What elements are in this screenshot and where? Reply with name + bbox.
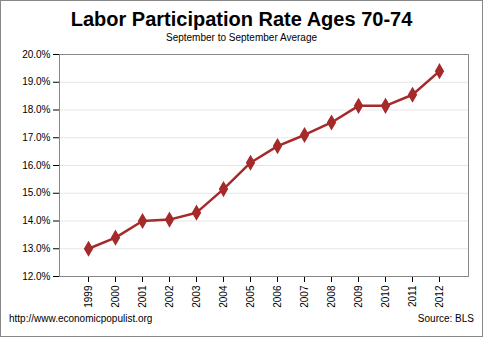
svg-text:18.0%: 18.0% xyxy=(22,104,50,115)
svg-text:2009: 2009 xyxy=(353,285,364,308)
svg-text:2007: 2007 xyxy=(299,285,310,308)
html-text:September to September Average: September to September Average xyxy=(166,32,317,43)
svg-text:19.0%: 19.0% xyxy=(22,76,50,87)
svg-text:2002: 2002 xyxy=(164,285,175,308)
svg-text:2010: 2010 xyxy=(380,285,391,308)
html-text:http://www.economicpopulist.or: http://www.economicpopulist.org xyxy=(9,313,153,324)
svg-text:13.0%: 13.0% xyxy=(22,243,50,254)
svg-text:1999: 1999 xyxy=(83,285,94,308)
svg-text:15.0%: 15.0% xyxy=(22,187,50,198)
svg-text:16.0%: 16.0% xyxy=(22,160,50,171)
svg-text:2003: 2003 xyxy=(191,285,202,308)
html-text:Source: BLS: Source: BLS xyxy=(417,313,474,324)
svg-text:2000: 2000 xyxy=(110,285,121,308)
svg-text:2008: 2008 xyxy=(326,285,337,308)
svg-text:2006: 2006 xyxy=(272,285,283,308)
svg-text:14.0%: 14.0% xyxy=(22,215,50,226)
svg-text:12.0%: 12.0% xyxy=(22,271,50,282)
svg-text:2005: 2005 xyxy=(245,285,256,308)
svg-text:2011: 2011 xyxy=(407,285,418,307)
svg-text:2004: 2004 xyxy=(218,285,229,308)
html-text:Labor Participation Rate Ages: Labor Participation Rate Ages 70-74 xyxy=(70,8,413,30)
svg-text:17.0%: 17.0% xyxy=(22,132,50,143)
svg-text:2001: 2001 xyxy=(137,285,148,308)
svg-text:20.0%: 20.0% xyxy=(22,49,50,60)
svg-text:2012: 2012 xyxy=(434,285,445,308)
